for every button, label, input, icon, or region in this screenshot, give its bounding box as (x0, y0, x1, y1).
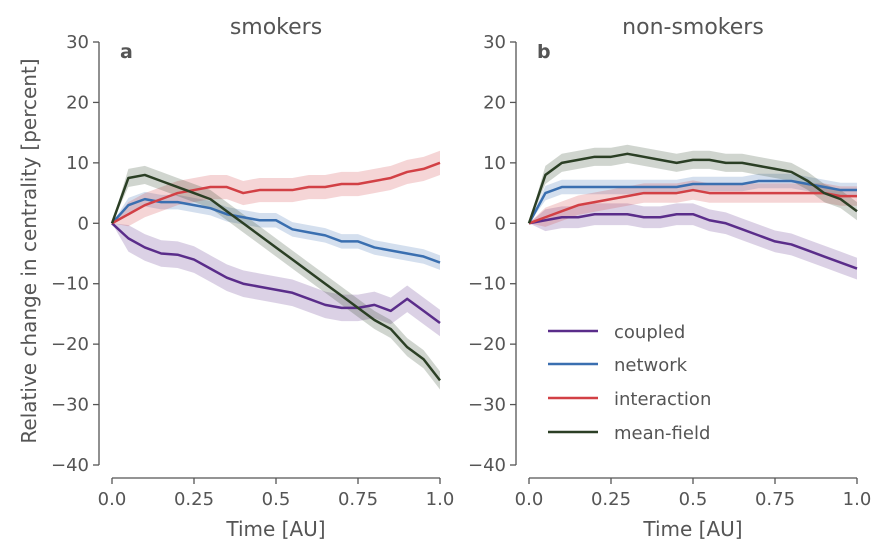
y-tick-label: 0 (495, 213, 506, 234)
panel-non-smokers: non-smokers b −40 −30 −20 −10 0 10 20 30 0.0 0.25 0.… (468, 15, 871, 541)
x-tick-label: 0.0 (98, 489, 127, 510)
y-tick-label: −30 (51, 395, 89, 416)
line-coupled (111, 222, 441, 324)
legend-label-interaction: interaction (614, 389, 711, 410)
legend-label-network: network (614, 355, 688, 376)
line-coupled (528, 212, 858, 270)
legend-item-coupled: coupled (548, 322, 685, 343)
x-tick-label: 1.0 (426, 489, 455, 510)
legend-label-coupled: coupled (614, 322, 685, 343)
y-tick-label: −40 (51, 455, 89, 476)
line-network (527, 179, 857, 224)
y-tick-label: −10 (51, 274, 89, 295)
line-interaction (111, 161, 441, 225)
x-tick-label: 0.5 (262, 489, 291, 510)
y-tick-label: 30 (483, 32, 506, 53)
panel-title: non-smokers (622, 15, 764, 40)
x-tick-label: 1.0 (843, 489, 872, 510)
legend-item-interaction: interaction (548, 389, 711, 410)
band-network (112, 191, 440, 270)
line-mean-field (110, 173, 441, 382)
x-axis-label: Time [AU] (642, 517, 742, 541)
panel-letter: b (537, 41, 551, 63)
line-mean-field (527, 152, 858, 224)
y-tick-label: 10 (483, 153, 506, 174)
legend-item-mean-field: mean-field (548, 423, 710, 444)
panel-letter: a (120, 41, 133, 63)
legend-item-network: network (548, 355, 688, 376)
x-tick-label: 0.25 (591, 489, 631, 510)
y-tick-label: 0 (78, 213, 89, 234)
y-axis-label: Relative change in centrality [percent] (17, 58, 41, 443)
legend-label-mean-field: mean-field (614, 423, 710, 444)
y-tick-label: −10 (468, 274, 506, 295)
x-tick-label: 0.5 (679, 489, 708, 510)
y-tick-label: −20 (51, 334, 89, 355)
x-tick-label: 0.0 (515, 489, 544, 510)
line-interaction (528, 188, 857, 225)
panel-smokers: smokers a −40 −30 −20 −10 0 10 20 30 0.0 0.25 0.5 0.7… (51, 15, 454, 541)
legend: coupled network interaction mean-field (548, 322, 711, 444)
y-tick-label: −20 (468, 334, 506, 355)
y-tick-label: −40 (468, 455, 506, 476)
band-interaction (112, 150, 440, 227)
line-network (111, 197, 441, 264)
x-tick-label: 0.75 (755, 489, 795, 510)
y-tick-label: 30 (66, 32, 89, 53)
x-tick-label: 0.25 (174, 489, 214, 510)
band-coupled (529, 203, 857, 280)
y-tick-label: −30 (468, 395, 506, 416)
y-tick-label: 20 (66, 92, 89, 113)
x-axis-label: Time [AU] (225, 517, 325, 541)
y-tick-label: 10 (66, 153, 89, 174)
band-mean-field (529, 144, 857, 224)
x-tick-label: 0.75 (338, 489, 378, 510)
panel-title: smokers (230, 15, 322, 40)
y-tick-label: 20 (483, 92, 506, 113)
